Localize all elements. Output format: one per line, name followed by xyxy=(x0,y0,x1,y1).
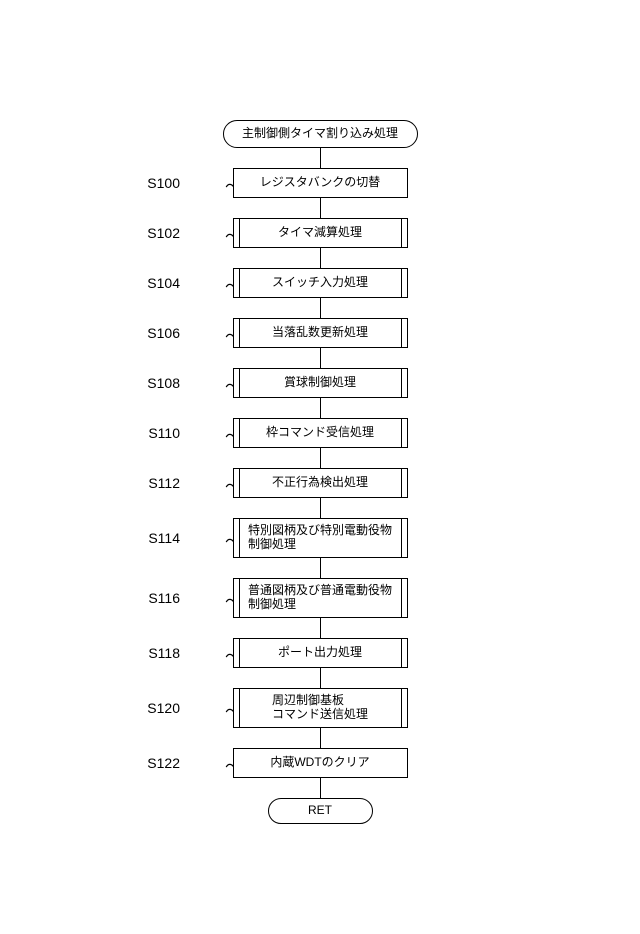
step-row-S102: S102～タイマ減算処理 xyxy=(0,218,640,248)
step-row-S104: S104～スイッチ入力処理 xyxy=(0,268,640,298)
connector xyxy=(320,728,321,748)
step-text-S112: 不正行為検出処理 xyxy=(262,476,378,490)
step-box-S112: 不正行為検出処理 xyxy=(233,468,408,498)
step-label-S118: S118 xyxy=(120,645,180,661)
step-label-S112: S112 xyxy=(120,475,180,491)
terminal-end-row: RET xyxy=(0,798,640,824)
step-text-S118: ポート出力処理 xyxy=(268,646,372,660)
step-text-S102: タイマ減算処理 xyxy=(268,226,372,240)
step-text-S122: 内蔵WDTのクリア xyxy=(260,756,379,770)
connector xyxy=(320,498,321,518)
step-row-S110: S110～枠コマンド受信処理 xyxy=(0,418,640,448)
step-box-S108: 賞球制御処理 xyxy=(233,368,408,398)
flowchart: 主制御側タイマ割り込み処理 S100～レジスタバンクの切替 S102～タイマ減算処理… xyxy=(0,120,640,824)
connector xyxy=(320,298,321,318)
connector xyxy=(320,618,321,638)
step-label-S106: S106 xyxy=(120,325,180,341)
step-box-S122: 内蔵WDTのクリア xyxy=(233,748,408,778)
step-label-S122: S122 xyxy=(120,755,180,771)
connector xyxy=(320,448,321,468)
connector xyxy=(320,558,321,578)
step-label-S110: S110 xyxy=(120,425,180,441)
step-text-S106: 当落乱数更新処理 xyxy=(262,326,378,340)
step-row-S108: S108～賞球制御処理 xyxy=(0,368,640,398)
step-row-S120: S120～周辺制御基板 コマンド送信処理 xyxy=(0,688,640,728)
connector xyxy=(320,398,321,418)
terminal-start: 主制御側タイマ割り込み処理 xyxy=(223,120,418,148)
step-box-S114: 特別図柄及び特別電動役物 制御処理 xyxy=(233,518,408,558)
step-box-S106: 当落乱数更新処理 xyxy=(233,318,408,348)
step-text-S100: レジスタバンクの切替 xyxy=(250,176,391,190)
step-box-S118: ポート出力処理 xyxy=(233,638,408,668)
step-row-S100: S100～レジスタバンクの切替 xyxy=(0,168,640,198)
step-box-S102: タイマ減算処理 xyxy=(233,218,408,248)
terminal-end: RET xyxy=(268,798,373,824)
connector xyxy=(320,148,321,168)
step-text-S114: 特別図柄及び特別電動役物 制御処理 xyxy=(238,524,402,552)
step-box-S120: 周辺制御基板 コマンド送信処理 xyxy=(233,688,408,728)
step-text-S110: 枠コマンド受信処理 xyxy=(256,426,384,440)
step-text-S104: スイッチ入力処理 xyxy=(262,276,378,290)
step-text-S108: 賞球制御処理 xyxy=(274,376,366,390)
step-label-S120: S120 xyxy=(120,700,180,716)
connector xyxy=(320,778,321,798)
step-label-S102: S102 xyxy=(120,225,180,241)
step-row-S114: S114～特別図柄及び特別電動役物 制御処理 xyxy=(0,518,640,558)
step-box-S116: 普通図柄及び普通電動役物 制御処理 xyxy=(233,578,408,618)
step-row-S116: S116～普通図柄及び普通電動役物 制御処理 xyxy=(0,578,640,618)
step-box-S100: レジスタバンクの切替 xyxy=(233,168,408,198)
connector xyxy=(320,668,321,688)
terminal-start-row: 主制御側タイマ割り込み処理 xyxy=(0,120,640,148)
step-label-S108: S108 xyxy=(120,375,180,391)
terminal-end-text: RET xyxy=(308,804,332,818)
connector xyxy=(320,198,321,218)
step-label-S116: S116 xyxy=(120,590,180,606)
step-label-S104: S104 xyxy=(120,275,180,291)
step-label-S100: S100 xyxy=(120,175,180,191)
step-box-S110: 枠コマンド受信処理 xyxy=(233,418,408,448)
step-box-S104: スイッチ入力処理 xyxy=(233,268,408,298)
connector xyxy=(320,248,321,268)
step-row-S118: S118～ポート出力処理 xyxy=(0,638,640,668)
step-row-S122: S122～内蔵WDTのクリア xyxy=(0,748,640,778)
step-text-S116: 普通図柄及び普通電動役物 制御処理 xyxy=(238,584,402,612)
terminal-start-text: 主制御側タイマ割り込み処理 xyxy=(242,127,398,141)
step-label-S114: S114 xyxy=(120,530,180,546)
step-row-S106: S106～当落乱数更新処理 xyxy=(0,318,640,348)
connector xyxy=(320,348,321,368)
step-row-S112: S112～不正行為検出処理 xyxy=(0,468,640,498)
step-text-S120: 周辺制御基板 コマンド送信処理 xyxy=(262,694,378,722)
